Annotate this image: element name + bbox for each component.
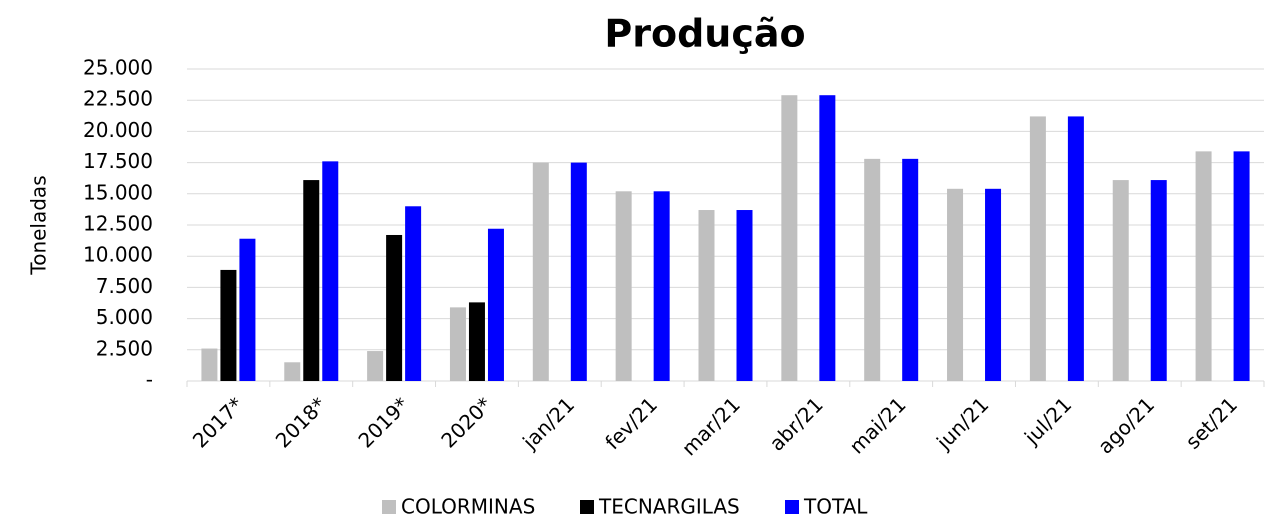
bar	[405, 206, 422, 381]
chart-title: Produção	[604, 12, 805, 56]
x-tick-label: 2019*	[354, 392, 414, 452]
legend-swatch	[580, 500, 594, 514]
bar	[1112, 180, 1129, 381]
bar	[1195, 151, 1212, 381]
x-tick-label: 2020*	[436, 392, 496, 452]
x-tick-label: jul/21	[1019, 392, 1076, 449]
x-tick-label: 2017*	[188, 392, 248, 452]
x-tick-label: mai/21	[845, 392, 911, 458]
bar	[1150, 180, 1167, 381]
bar	[322, 161, 339, 381]
y-tick-label: 17.500	[83, 149, 153, 173]
x-tick-label: set/21	[1181, 392, 1242, 453]
y-axis-label: Toneladas	[27, 175, 51, 275]
bar	[653, 191, 670, 381]
bar	[1233, 151, 1250, 381]
bar	[532, 162, 549, 381]
bar	[449, 307, 466, 381]
bar	[781, 95, 798, 381]
x-tick-label: mar/21	[677, 392, 745, 460]
y-tick-label: -	[146, 368, 153, 392]
legend-swatch	[785, 500, 799, 514]
bar	[736, 210, 753, 381]
legend-label: TOTAL	[803, 495, 868, 519]
bar	[947, 188, 964, 381]
bar	[819, 95, 836, 381]
bar	[985, 188, 1002, 381]
bar	[487, 228, 504, 381]
y-tick-label: 20.000	[83, 118, 153, 142]
x-tick-label: jan/21	[517, 392, 579, 454]
x-tick-label: abr/21	[765, 392, 828, 455]
bar	[239, 238, 256, 381]
y-tick-label: 12.500	[83, 212, 153, 236]
x-tick-label: 2018*	[271, 392, 331, 452]
bar	[367, 351, 384, 381]
bar	[468, 302, 485, 381]
y-tick-label: 25.000	[83, 56, 153, 80]
bar	[220, 269, 237, 381]
bar	[1029, 116, 1046, 381]
x-tick-label: ago/21	[1093, 392, 1159, 458]
bar	[615, 191, 632, 381]
bar	[864, 158, 881, 381]
bar	[698, 210, 715, 381]
y-tick-label: 5.000	[96, 305, 153, 329]
bar	[201, 348, 218, 381]
legend-label: COLORMINAS	[401, 495, 535, 519]
bar	[284, 362, 301, 381]
x-tick-label: jun/21	[931, 392, 993, 454]
y-tick-label: 7.500	[96, 274, 153, 298]
bar	[902, 158, 919, 381]
legend-label: TECNARGILAS	[598, 495, 740, 519]
y-tick-label: 22.500	[83, 87, 153, 111]
legend-swatch	[382, 500, 396, 514]
y-tick-label: 2.500	[96, 336, 153, 360]
bar	[1067, 116, 1084, 381]
x-tick-label: fev/21	[600, 392, 662, 454]
bar	[386, 234, 403, 381]
y-tick-label: 15.000	[83, 180, 153, 204]
bar	[303, 180, 320, 381]
bar	[570, 162, 587, 381]
y-tick-label: 10.000	[83, 243, 153, 267]
